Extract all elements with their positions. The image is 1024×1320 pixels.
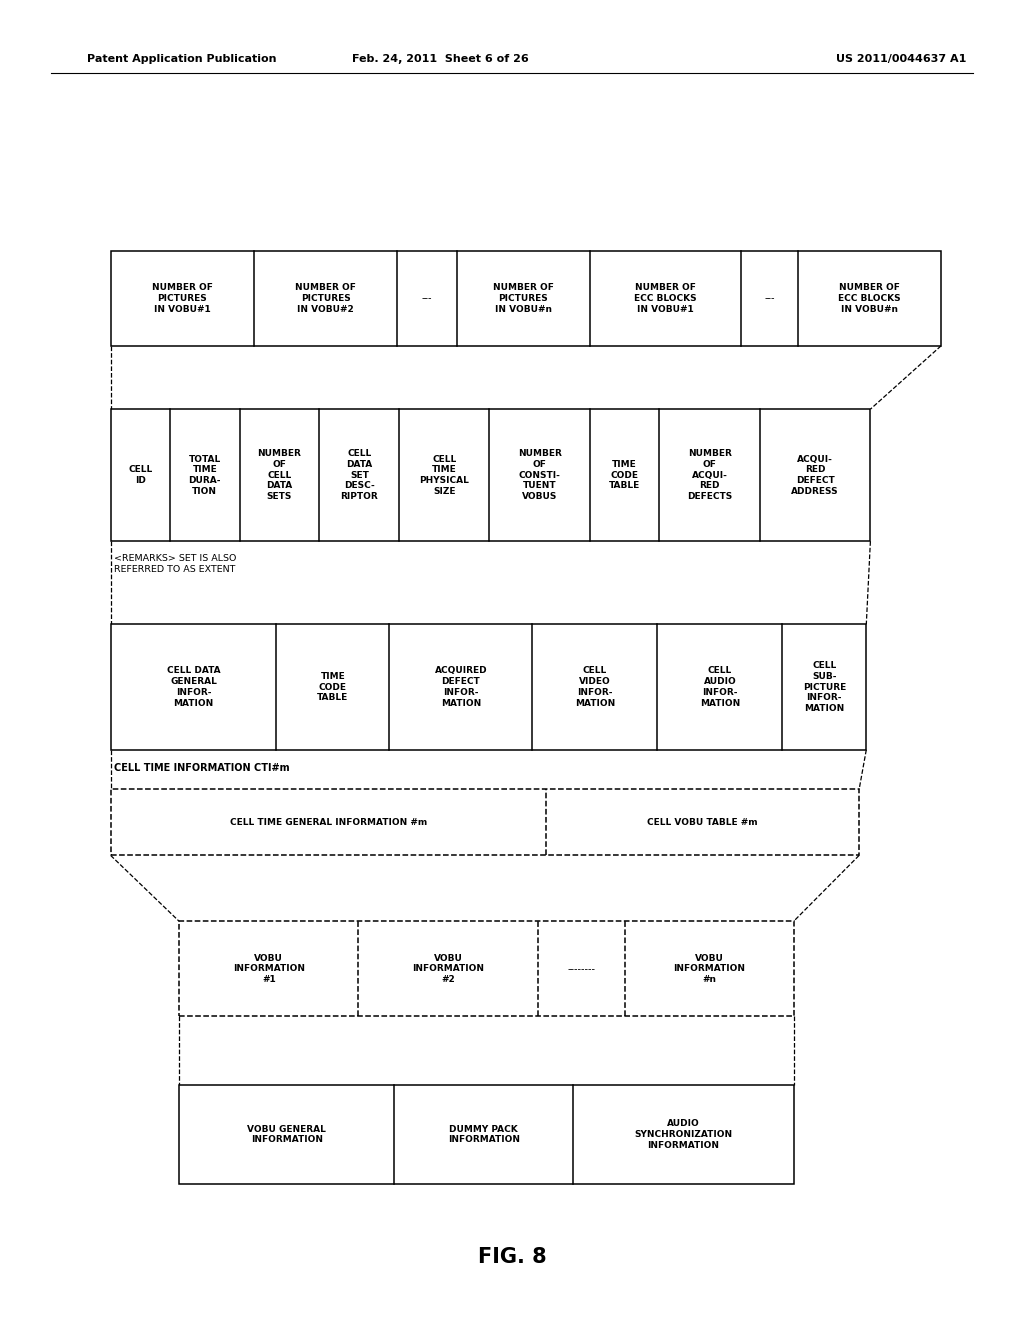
Bar [111,789,859,855]
Text: VOBU
INFORMATION
#n: VOBU INFORMATION #n [673,953,745,985]
Text: NUMBER
OF
ACQUI-
RED
DEFECTS: NUMBER OF ACQUI- RED DEFECTS [687,449,732,502]
Text: TIME
CODE
TABLE: TIME CODE TABLE [609,459,640,491]
Text: FIG. 8: FIG. 8 [477,1246,547,1267]
Text: CELL
AUDIO
INFOR-
MATION: CELL AUDIO INFOR- MATION [699,667,740,708]
Bar [111,409,870,541]
Bar [111,624,866,750]
Text: CELL
VIDEO
INFOR-
MATION: CELL VIDEO INFOR- MATION [574,667,615,708]
Text: NUMBER OF
PICTURES
IN VOBU#n: NUMBER OF PICTURES IN VOBU#n [493,282,554,314]
Text: TIME
CODE
TABLE: TIME CODE TABLE [317,672,348,702]
Text: NUMBER OF
PICTURES
IN VOBU#2: NUMBER OF PICTURES IN VOBU#2 [295,282,356,314]
Text: DUMMY PACK
INFORMATION: DUMMY PACK INFORMATION [447,1125,520,1144]
Text: Feb. 24, 2011  Sheet 6 of 26: Feb. 24, 2011 Sheet 6 of 26 [352,54,528,65]
Bar [111,251,941,346]
Text: CELL DATA
GENERAL
INFOR-
MATION: CELL DATA GENERAL INFOR- MATION [167,667,220,708]
Text: ---: --- [764,293,775,304]
Text: CELL VOBU TABLE #m: CELL VOBU TABLE #m [647,818,758,826]
Text: --------: -------- [567,964,595,974]
Text: CELL
TIME
PHYSICAL
SIZE: CELL TIME PHYSICAL SIZE [420,454,469,496]
Text: TOTAL
TIME
DURA-
TION: TOTAL TIME DURA- TION [188,454,221,496]
Text: VOBU
INFORMATION
#2: VOBU INFORMATION #2 [412,953,484,985]
Text: CELL
ID: CELL ID [128,466,153,484]
Text: ACQUIRED
DEFECT
INFOR-
MATION: ACQUIRED DEFECT INFOR- MATION [434,667,487,708]
Text: AUDIO
SYNCHRONIZATION
INFORMATION: AUDIO SYNCHRONIZATION INFORMATION [635,1119,732,1150]
Text: CELL TIME INFORMATION CTI#m: CELL TIME INFORMATION CTI#m [114,763,290,774]
Text: CELL TIME GENERAL INFORMATION #m: CELL TIME GENERAL INFORMATION #m [229,818,427,826]
Text: CELL
DATA
SET
DESC-
RIPTOR: CELL DATA SET DESC- RIPTOR [341,449,378,502]
Text: NUMBER OF
PICTURES
IN VOBU#1: NUMBER OF PICTURES IN VOBU#1 [152,282,213,314]
Text: VOBU
INFORMATION
#1: VOBU INFORMATION #1 [232,953,305,985]
Text: ---: --- [422,293,432,304]
Text: CELL
SUB-
PICTURE
INFOR-
MATION: CELL SUB- PICTURE INFOR- MATION [803,661,846,713]
Text: US 2011/0044637 A1: US 2011/0044637 A1 [836,54,967,65]
Text: Patent Application Publication: Patent Application Publication [87,54,276,65]
Bar [179,1085,794,1184]
Text: VOBU GENERAL
INFORMATION: VOBU GENERAL INFORMATION [247,1125,327,1144]
Text: NUMBER OF
ECC BLOCKS
IN VOBU#n: NUMBER OF ECC BLOCKS IN VOBU#n [838,282,901,314]
Text: NUMBER
OF
CELL
DATA
SETS: NUMBER OF CELL DATA SETS [258,449,301,502]
Bar [179,921,794,1016]
Text: <REMARKS> SET IS ALSO
REFERRED TO AS EXTENT: <REMARKS> SET IS ALSO REFERRED TO AS EXT… [114,554,237,574]
Text: NUMBER
OF
CONSTI-
TUENT
VOBUS: NUMBER OF CONSTI- TUENT VOBUS [518,449,561,502]
Text: ACQUI-
RED
DEFECT
ADDRESS: ACQUI- RED DEFECT ADDRESS [792,454,839,496]
Text: NUMBER OF
ECC BLOCKS
IN VOBU#1: NUMBER OF ECC BLOCKS IN VOBU#1 [634,282,697,314]
